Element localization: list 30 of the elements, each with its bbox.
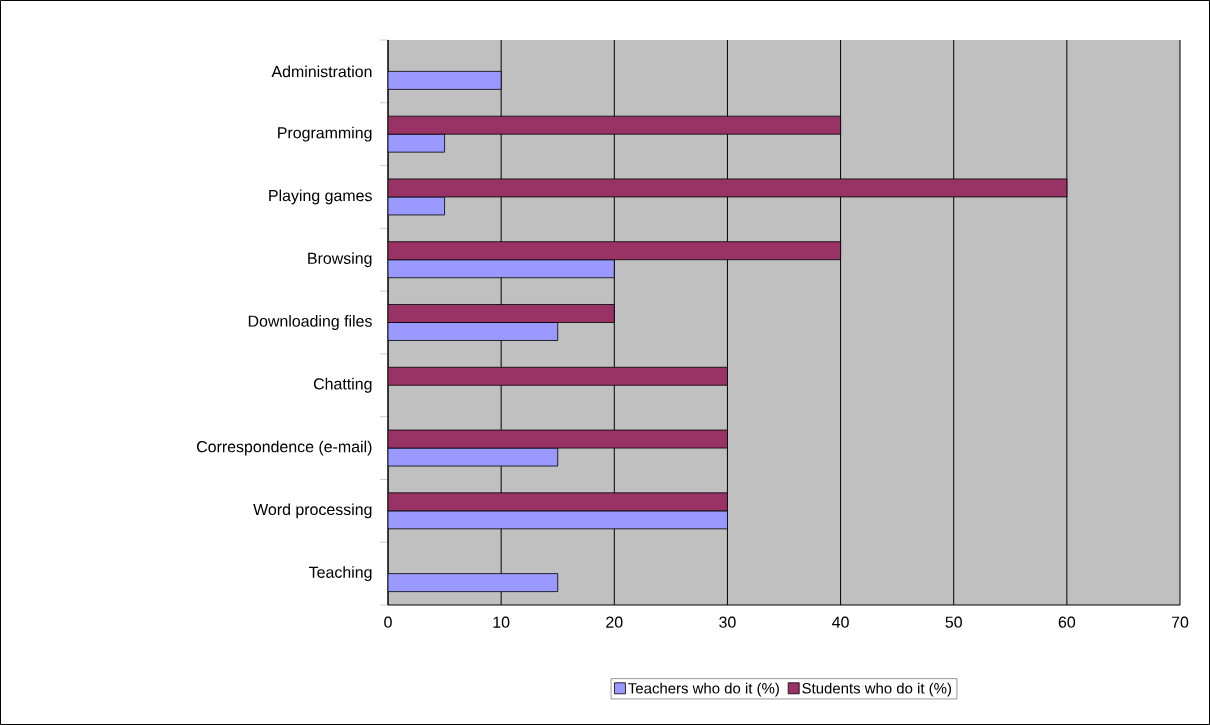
- y-tick-label: Browsing: [308, 252, 372, 268]
- x-tick-label: 70: [1171, 616, 1189, 628]
- x-tick-label: 0: [384, 616, 392, 628]
- bar: [388, 304, 615, 323]
- y-tick-label: Correspondence (e-mail): [196, 440, 372, 456]
- bar: [388, 366, 728, 386]
- x-tick-label: 30: [719, 616, 736, 628]
- bar: [388, 70, 502, 90]
- x-tick-label: 20: [606, 616, 623, 628]
- bar: [388, 492, 728, 512]
- bar: [388, 322, 559, 341]
- bar: [388, 259, 615, 279]
- x-tick-label: 50: [945, 616, 962, 628]
- x-tick-label: 40: [832, 616, 849, 628]
- bar: [388, 573, 559, 593]
- y-tick-label: Playing games: [269, 189, 372, 205]
- x-tick-label: 60: [1058, 616, 1076, 628]
- bar: [388, 133, 445, 153]
- y-tick-label: Administration: [271, 65, 372, 78]
- legend-label: Students who do it (%): [802, 682, 951, 697]
- y-tick-label: Programming: [278, 126, 372, 142]
- y-tick-label: Downloading files: [248, 315, 372, 330]
- bar: [388, 241, 841, 261]
- y-tick-label: Teaching: [309, 566, 372, 582]
- x-tick-label: 10: [493, 616, 510, 628]
- y-tick-label: Chatting: [313, 377, 372, 393]
- bar: [388, 115, 841, 135]
- bar: [388, 510, 728, 530]
- y-tick-label: Word processing: [253, 503, 372, 519]
- legend-label: Teachers who do it (%): [628, 682, 779, 697]
